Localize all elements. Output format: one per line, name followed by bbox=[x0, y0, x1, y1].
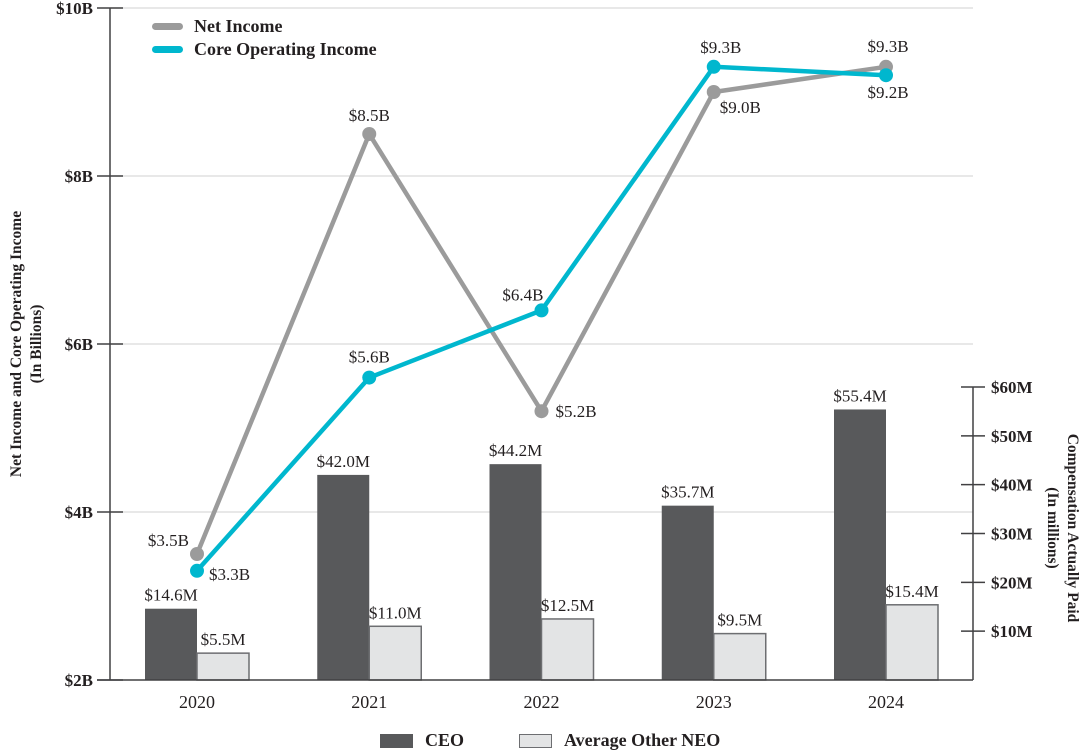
ceo-bar-2021 bbox=[317, 474, 370, 680]
right-axis-title-line2: (In millions) bbox=[1044, 487, 1061, 569]
ceo-bar-2022 bbox=[489, 464, 542, 680]
average-other-neo-bar-2023 bbox=[713, 632, 767, 681]
core-operating-income-point-label-2022: $6.4B bbox=[502, 285, 543, 304]
core-operating-income-point-2021 bbox=[362, 370, 377, 385]
ceo-bar-label-2022: $44.2M bbox=[489, 441, 542, 460]
core-operating-income-line-swatch bbox=[152, 46, 183, 53]
legend-item-core-operating-income: Core Operating Income bbox=[152, 38, 377, 61]
year-label-2020: 2020 bbox=[179, 692, 215, 712]
ceo-bar-2020 bbox=[145, 608, 197, 680]
average-other-neo-bar-2022 bbox=[540, 618, 595, 681]
year-label-2024: 2024 bbox=[868, 692, 904, 712]
right-axis-title: Compensation Actually Paid (In millions) bbox=[1042, 378, 1082, 678]
net-income-point-label-2024: $9.3B bbox=[867, 37, 908, 56]
core-operating-income-point-2023 bbox=[706, 59, 721, 74]
right-axis-tick-label: $40M bbox=[991, 476, 1033, 495]
left-axis-tick-label: $6B bbox=[65, 335, 93, 354]
average-other-neo-bar-swatch bbox=[519, 733, 553, 748]
right-axis-tick-label: $10M bbox=[991, 622, 1033, 641]
left-axis-title: Net Income and Core Operating Income (In… bbox=[7, 164, 47, 524]
year-label-2021: 2021 bbox=[351, 692, 387, 712]
core-operating-income-point-2024 bbox=[879, 68, 893, 83]
average-other-neo-bar-label-2023: $9.5M bbox=[717, 611, 762, 630]
net-income-point-2022 bbox=[534, 404, 549, 419]
ceo-bar-2023 bbox=[661, 505, 714, 680]
right-axis-title-line1: Compensation Actually Paid bbox=[1064, 433, 1082, 623]
core-operating-income-point-label-2021: $5.6B bbox=[349, 348, 390, 367]
core-operating-income-point-label-2023: $9.3B bbox=[700, 38, 741, 57]
right-axis-tick-label: $20M bbox=[991, 573, 1033, 592]
core-operating-income-legend-label: Core Operating Income bbox=[194, 39, 377, 59]
right-axis-tick-label: $30M bbox=[991, 525, 1033, 544]
ceo-bar-label-2024: $55.4M bbox=[833, 386, 886, 405]
year-label-2023: 2023 bbox=[696, 692, 732, 712]
average-other-neo-bar-2021 bbox=[368, 625, 422, 681]
net-income-legend-label: Net Income bbox=[194, 16, 283, 36]
ceo-bar-label-2020: $14.6M bbox=[144, 586, 197, 605]
net-income-point-label-2020: $3.5B bbox=[148, 531, 189, 550]
left-axis-tick-label: $4B bbox=[65, 503, 93, 522]
average-other-neo-bar-label-2022: $12.5M bbox=[541, 596, 594, 615]
left-axis-tick-label: $8B bbox=[65, 167, 93, 186]
net-income-point-2020 bbox=[190, 547, 204, 561]
left-axis-tick-label: $2B bbox=[65, 671, 93, 690]
ceo-bar-swatch bbox=[380, 733, 413, 748]
legend-item-net-income: Net Income bbox=[152, 15, 377, 38]
core-operating-income-point-label-2020: $3.3B bbox=[209, 565, 250, 584]
ceo-bar-label-2023: $35.7M bbox=[661, 483, 714, 502]
net-income-point-label-2023: $9.0B bbox=[720, 98, 761, 117]
average-other-neo-bar-label-2024: $15.4M bbox=[885, 582, 938, 601]
average-other-neo-bar-2024 bbox=[885, 604, 939, 681]
ceo-bar-label-2021: $42.0M bbox=[317, 452, 370, 471]
net-income-line-swatch bbox=[152, 23, 183, 30]
left-axis-title-line1: Net Income and Core Operating Income bbox=[7, 210, 25, 478]
average-other-neo-bar-label-2021: $11.0M bbox=[369, 603, 422, 622]
net-income-point-label-2021: $8.5B bbox=[349, 106, 390, 125]
ceo-legend-label: CEO bbox=[425, 730, 465, 750]
right-axis-tick-label: $60M bbox=[991, 378, 1033, 397]
line-legend: Net Income Core Operating Income bbox=[152, 15, 377, 61]
average-other-neo-legend-label: Average Other NEO bbox=[564, 730, 721, 750]
left-axis-tick-label: $10B bbox=[56, 0, 93, 18]
net-income-point-2023 bbox=[706, 85, 721, 99]
left-axis-title-line2: (In Billions) bbox=[28, 304, 45, 384]
core-operating-income-point-2022 bbox=[534, 303, 549, 318]
core-operating-income-point-2020 bbox=[190, 563, 204, 578]
average-other-neo-bar-label-2020: $5.5M bbox=[201, 630, 246, 649]
right-axis-tick-label: $50M bbox=[991, 427, 1033, 446]
ceo-bar-2024 bbox=[834, 409, 886, 680]
bar-legend: CEO Average Other NEO bbox=[380, 730, 720, 750]
core-operating-income-point-label-2024: $9.2B bbox=[867, 83, 908, 102]
year-label-2022: 2022 bbox=[524, 692, 560, 712]
average-other-neo-bar-2020 bbox=[196, 652, 250, 681]
net-income-point-label-2022: $5.2B bbox=[556, 402, 597, 421]
net-income-point-2021 bbox=[362, 127, 377, 141]
